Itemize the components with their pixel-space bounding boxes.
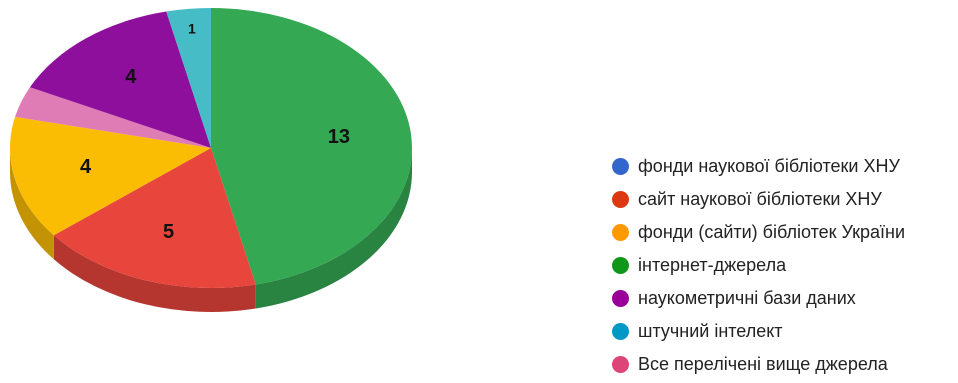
legend-label: сайт наукової бібліотеки ХНУ (638, 189, 882, 209)
slice-2-label: 4 (80, 156, 92, 178)
legend-swatch (612, 323, 629, 340)
slice-2-side (10, 148, 54, 260)
slice-4 (29, 11, 211, 149)
legend-label: наукометричні бази даних (638, 288, 856, 308)
legend-item: фонди наукової бібліотеки ХНУ (612, 150, 905, 183)
legend-label: інтернет-джерела (638, 255, 787, 275)
legend-label: Все перелічені вище джерела (638, 354, 888, 374)
legend-swatch (612, 224, 629, 241)
slice-5-label: 1 (188, 20, 196, 36)
legend-swatch (612, 158, 629, 175)
legend-item: штучний інтелект (612, 315, 905, 348)
slice-4-label: 4 (125, 66, 137, 88)
chart-legend: фонди наукової бібліотеки ХНУ сайт науков… (612, 150, 905, 381)
slice-2 (10, 116, 212, 236)
slice-3 (211, 8, 412, 285)
legend-swatch (612, 257, 629, 274)
legend-item: фонди (сайти) бібліотек України (612, 216, 905, 249)
slice-1-side (53, 235, 256, 312)
legend-swatch (612, 290, 629, 307)
legend-label: фонди (сайти) бібліотек України (638, 222, 906, 242)
slice-1 (53, 148, 256, 288)
legend-swatch (612, 191, 629, 208)
legend-item: сайт наукової бібліотеки ХНУ (612, 183, 905, 216)
legend-swatch (612, 356, 629, 373)
legend-item: Все перелічені вище джерела (612, 348, 905, 381)
legend-label: фонди наукової бібліотеки ХНУ (638, 156, 900, 176)
slice-6 (15, 87, 211, 148)
pie-chart: 13 5 4 4 1 (10, 8, 412, 312)
slice-3-label: 13 (328, 126, 350, 148)
slice-1-label: 5 (163, 221, 174, 243)
legend-item: наукометричні бази даних (612, 282, 905, 315)
slice-5 (166, 8, 211, 148)
legend-label: штучний інтелект (638, 321, 783, 341)
legend-item: інтернет-джерела (612, 249, 905, 282)
slice-3-side (255, 148, 412, 309)
